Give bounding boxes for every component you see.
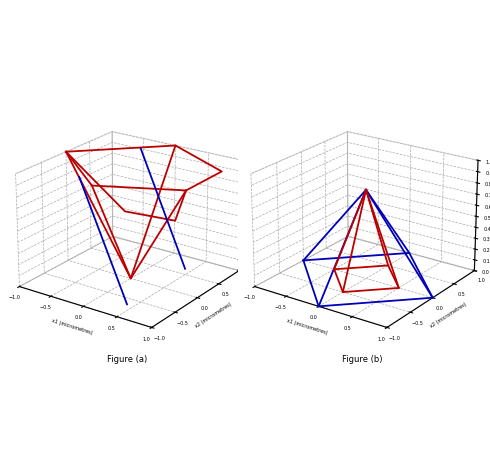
X-axis label: x1 (micrometres): x1 (micrometres) bbox=[51, 318, 93, 335]
Title: Figure (a): Figure (a) bbox=[107, 355, 147, 364]
X-axis label: x1 (micrometres): x1 (micrometres) bbox=[286, 318, 328, 335]
Y-axis label: x2 (micrometres): x2 (micrometres) bbox=[430, 302, 468, 329]
Title: Figure (b): Figure (b) bbox=[343, 355, 383, 364]
Y-axis label: x2 (micrometres): x2 (micrometres) bbox=[194, 302, 233, 329]
